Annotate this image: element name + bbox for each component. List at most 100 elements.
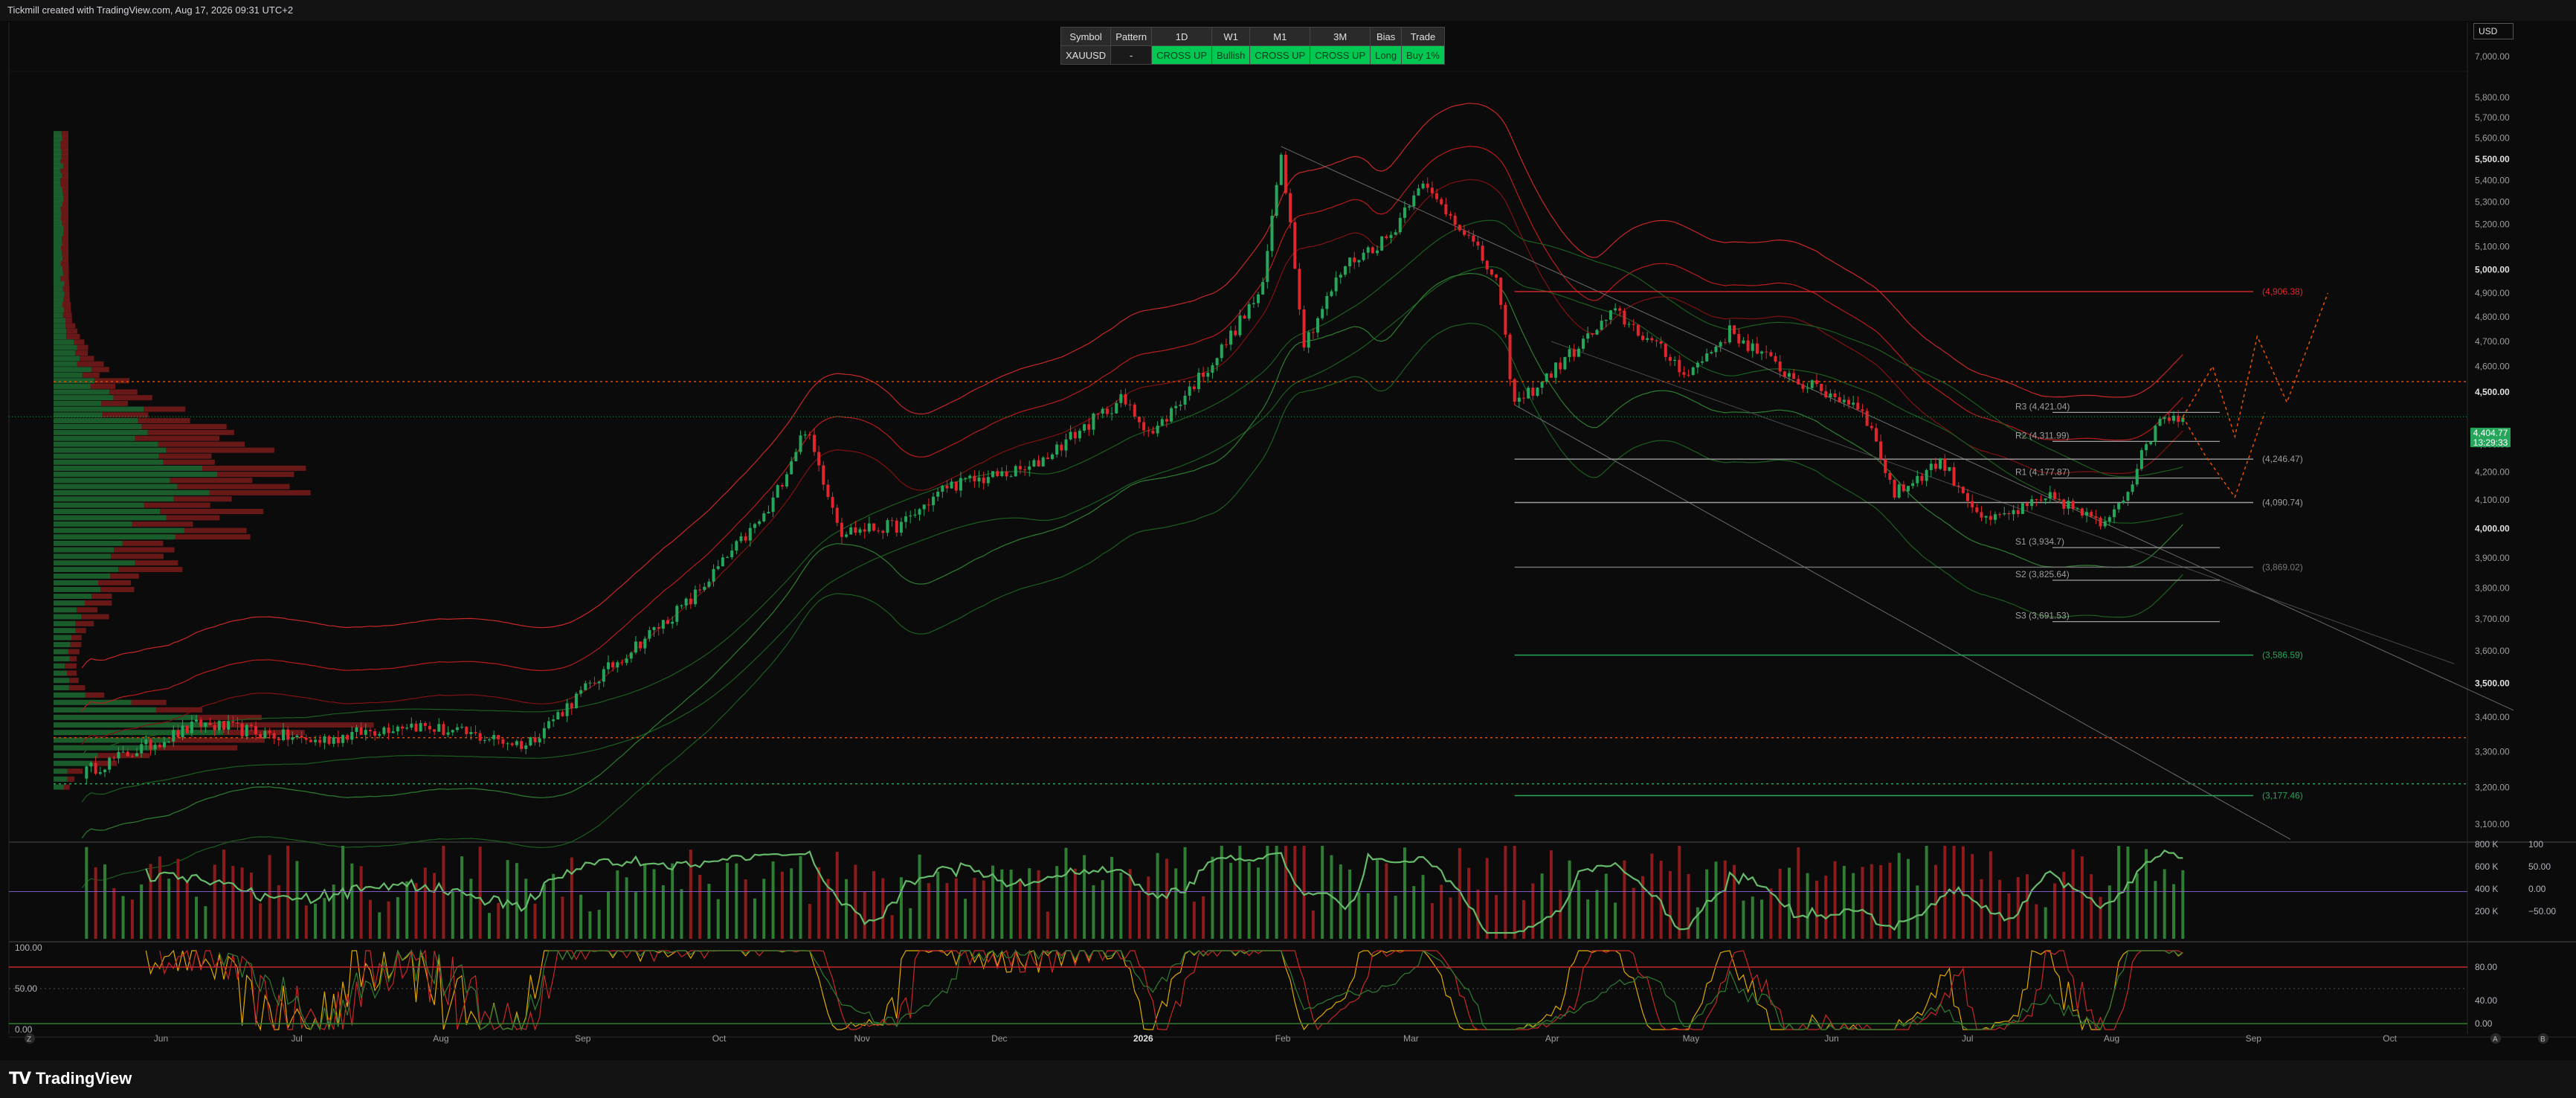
volume-bar <box>1211 856 1214 939</box>
candle-body <box>428 725 431 730</box>
volume-profile-bar-down <box>61 131 68 137</box>
volume-bar <box>1202 896 1205 939</box>
volume-bar <box>1925 846 1928 939</box>
volume-profile-bar-up <box>54 776 68 782</box>
zoom-reset-button[interactable] <box>25 1033 35 1044</box>
volume-profile-bar-down <box>60 216 69 222</box>
volume-bar <box>1522 900 1525 939</box>
candle-body <box>1797 379 1800 385</box>
candle-body <box>2048 492 2052 499</box>
candle-body <box>469 732 473 734</box>
volume-bar <box>927 883 930 939</box>
candle-body <box>1311 332 1315 333</box>
candle-body <box>1614 308 1617 311</box>
candle-body <box>1202 373 1205 377</box>
volume-bar <box>1339 864 1342 939</box>
volume-profile-bar-up <box>54 534 176 540</box>
volume-profile-bar-up <box>54 173 62 179</box>
volume-profile-bar-up <box>54 607 77 613</box>
candle-body <box>1165 419 1168 422</box>
volume-bar <box>1403 847 1406 939</box>
volume-bar <box>1604 873 1608 939</box>
volume-profile-bar-down <box>113 395 152 401</box>
volume-bar <box>1055 866 1059 939</box>
candle-body <box>1224 344 1228 346</box>
fib-label: (4,906.38) <box>2262 286 2303 297</box>
candle-body <box>1865 411 1869 426</box>
candle-body <box>286 729 290 740</box>
date-axis-tick: Nov <box>854 1033 870 1044</box>
volume-profile-bar-down <box>170 737 265 743</box>
volume-profile-bar-down <box>166 515 220 521</box>
volume-profile-bar-down <box>62 312 72 318</box>
volume-bar <box>423 867 427 939</box>
date-axis-tick: Jul <box>1962 1033 1973 1044</box>
volume-bar <box>881 878 885 939</box>
volume-bar <box>1009 869 1013 939</box>
candle-body <box>1417 188 1420 196</box>
candle-body <box>382 727 386 734</box>
volume-bar <box>835 852 839 939</box>
candle-body <box>625 658 628 664</box>
volume-profile-bar-down <box>102 412 149 418</box>
log-scale-button[interactable] <box>2538 1033 2548 1044</box>
candle-body <box>1916 475 1919 484</box>
candle-body <box>877 530 880 532</box>
candle-body <box>1380 236 1384 251</box>
tradingview-logo[interactable]: TV TradingView <box>9 1069 132 1088</box>
volume-bar <box>1705 869 1709 939</box>
auto-scale-button[interactable] <box>2490 1033 2501 1044</box>
candle-body <box>1714 346 1718 353</box>
candle-body <box>611 662 615 668</box>
volume-bar <box>945 883 949 939</box>
volume-profile-bar-down <box>62 266 69 272</box>
candle-body <box>2154 426 2157 442</box>
volume-profile-bar-up <box>54 441 158 447</box>
volume-profile-bar-up <box>54 131 62 137</box>
volume-profile-bar-down <box>158 453 212 459</box>
candle-body <box>318 739 322 743</box>
volume-profile-bar-up <box>54 296 64 302</box>
volume-profile-bar-down <box>109 389 138 395</box>
candle-body <box>433 729 437 732</box>
volume-bar <box>744 879 747 939</box>
volume-bar <box>964 899 967 939</box>
candle-body <box>1705 353 1709 362</box>
volume-bar <box>451 891 454 939</box>
price-axis-tick: 5,300.00 <box>2475 197 2510 208</box>
candle-body <box>588 682 592 684</box>
volume-bar <box>1888 862 1892 939</box>
candle-body <box>1696 362 1699 367</box>
candle-body <box>300 735 303 738</box>
zoom-reset-label: Z <box>27 1036 31 1044</box>
volume-bar <box>1458 847 1461 939</box>
volume-profile-bar-down <box>67 670 77 676</box>
candle-body <box>1366 247 1370 253</box>
candle-body <box>359 727 363 735</box>
candle-body <box>2139 450 2143 469</box>
pivot-label: S1 (3,934.7) <box>2015 536 2064 547</box>
volume-profile-bar-up <box>54 521 132 527</box>
candle-body <box>726 557 730 559</box>
candle-body <box>1330 291 1333 296</box>
volume-profile-bar-down <box>170 478 253 484</box>
volume-bar <box>2126 847 2130 939</box>
volume-bar <box>323 898 326 939</box>
currency-selector[interactable]: USD <box>2473 23 2514 39</box>
volume-profile-bar-up <box>54 580 98 585</box>
candle-body <box>2058 498 2061 500</box>
candle-body <box>213 725 216 731</box>
volume-bar <box>1083 855 1086 939</box>
volume-bar <box>249 872 253 939</box>
volume-profile-bar-down <box>77 344 88 350</box>
volume-profile-bar-down <box>138 418 190 424</box>
volume-profile-bar-down <box>64 307 71 313</box>
candle-body <box>1591 333 1594 335</box>
candle-body <box>355 727 358 732</box>
price-chart[interactable]: (4,906.38) (4,246.47) (4,090.74) (3,869.02)… <box>0 21 2576 1060</box>
candle-body <box>451 730 454 733</box>
candle-body <box>2117 503 2121 510</box>
volume-bar <box>1092 884 1095 939</box>
channel-lower-line <box>1514 404 2291 840</box>
candle-body <box>867 523 871 532</box>
